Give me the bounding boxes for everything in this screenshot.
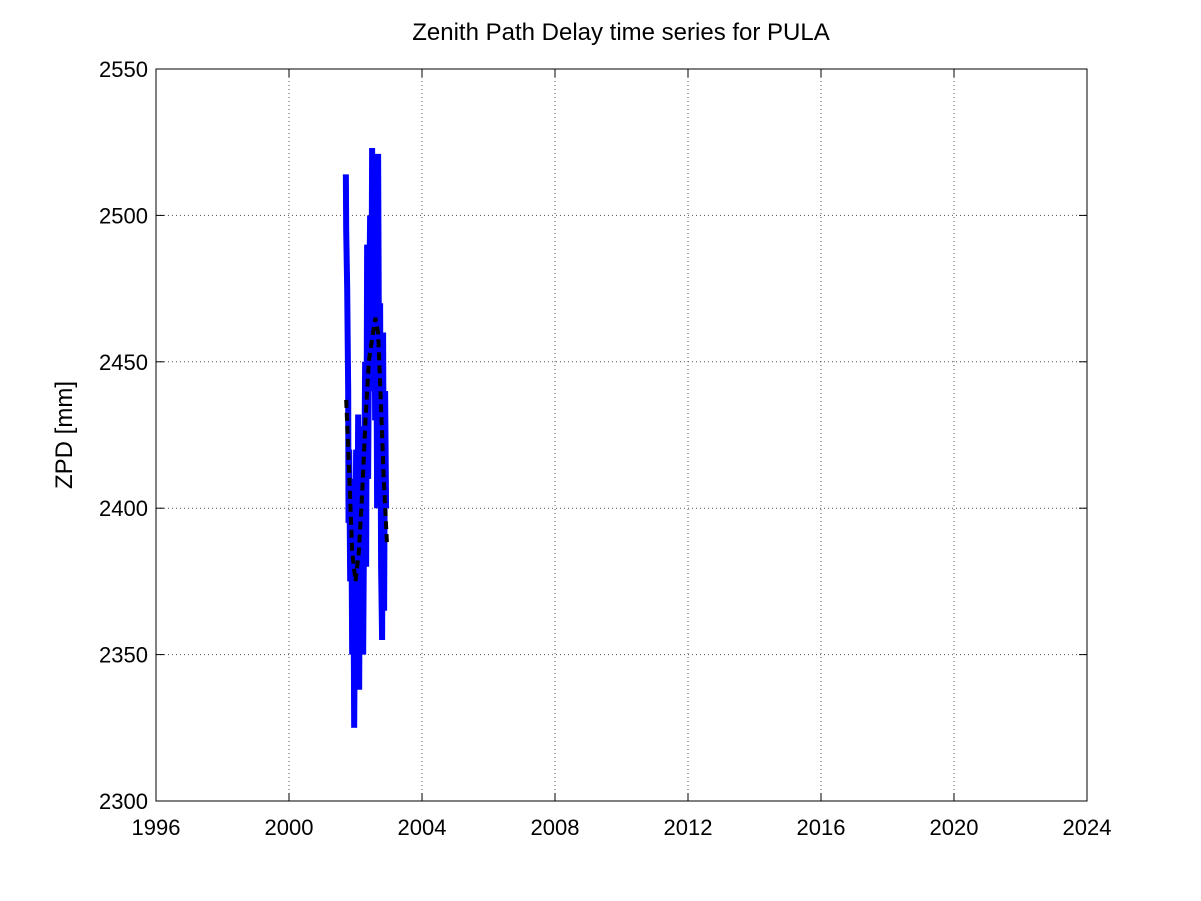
y-tick-label: 2550 xyxy=(99,57,148,82)
plot-frame xyxy=(155,68,1088,802)
y-axis-label: ZPD [mm] xyxy=(51,381,78,489)
y-tick-label: 2400 xyxy=(99,496,148,521)
x-tick-label: 2020 xyxy=(930,815,979,840)
x-tick-label: 2008 xyxy=(531,815,580,840)
x-tick-label: 2012 xyxy=(664,815,713,840)
y-tick-label: 2450 xyxy=(99,350,148,375)
x-tick-label: 2016 xyxy=(797,815,846,840)
y-tick-label: 2500 xyxy=(99,203,148,228)
y-tick-label: 2350 xyxy=(99,643,148,668)
x-tick-label: 2024 xyxy=(1063,815,1112,840)
series-line xyxy=(344,317,390,582)
x-tick-label: 2004 xyxy=(398,815,447,840)
x-tick-label: 1996 xyxy=(132,815,181,840)
y-tick-label: 2300 xyxy=(99,789,148,814)
chart-title: Zenith Path Delay time series for PULA xyxy=(412,19,830,46)
x-tick-label: 2000 xyxy=(265,815,314,840)
